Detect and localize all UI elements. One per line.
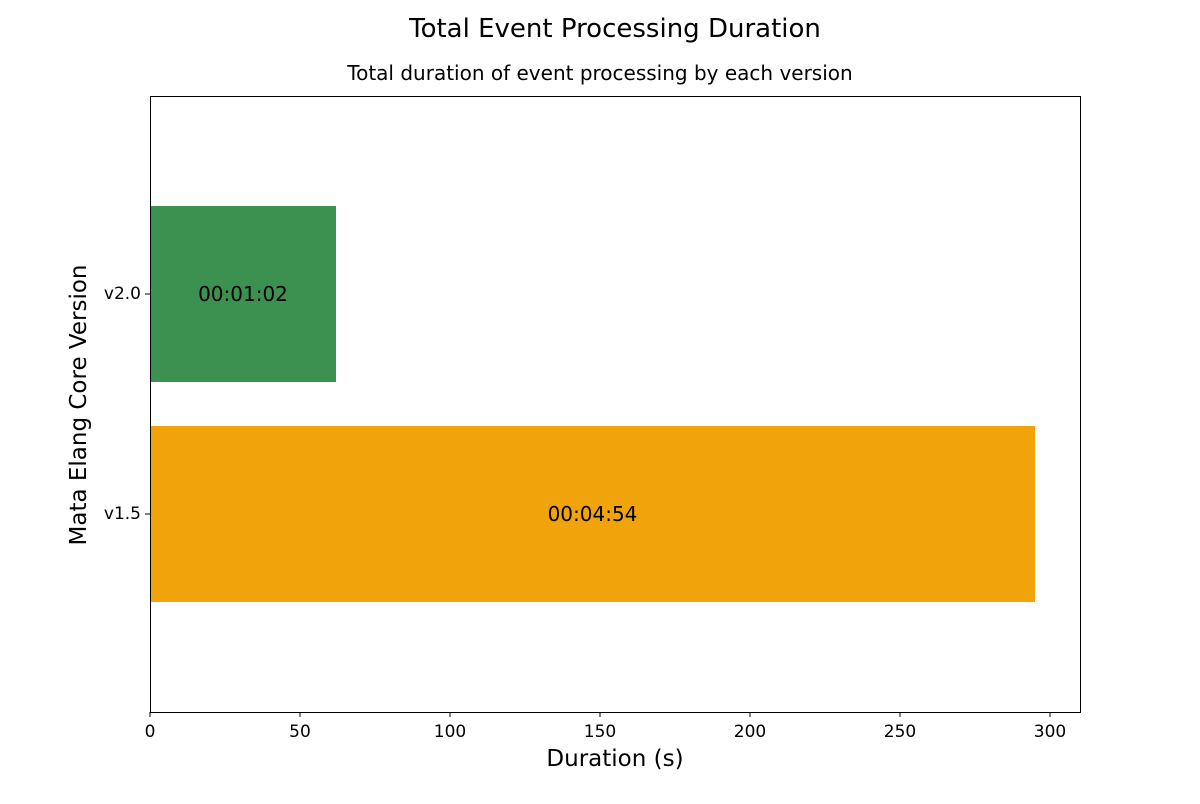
bar-v1-5 <box>150 426 1035 602</box>
x-axis-title: Duration (s) <box>546 746 683 772</box>
bar-value-label: 00:01:02 <box>198 282 288 306</box>
x-tick-label: 150 <box>584 722 616 742</box>
bars-group <box>150 206 1035 602</box>
chart-title: Total Event Processing Duration <box>408 14 821 44</box>
plot-frame <box>150 96 1081 713</box>
bar-value-label: 00:04:54 <box>548 502 638 526</box>
y-axis-title: Mata Elang Core Version <box>66 265 92 546</box>
x-axis: 0 50 100 150 200 250 300 <box>145 712 1066 742</box>
chart-subtitle: Total duration of event processing by ea… <box>346 61 852 85</box>
x-tick-label: 0 <box>145 722 156 742</box>
x-tick-label: 200 <box>734 722 766 742</box>
bar-v2-0 <box>150 206 336 382</box>
y-tick-label: v2.0 <box>104 284 141 304</box>
y-axis: v1.5 v2.0 <box>104 284 150 524</box>
x-tick-label: 300 <box>1034 722 1066 742</box>
x-tick-label: 250 <box>884 722 916 742</box>
y-tick-label: v1.5 <box>104 504 141 524</box>
x-tick-label: 100 <box>434 722 466 742</box>
bar-labels-group: 00:04:54 00:01:02 <box>198 282 637 526</box>
x-tick-label: 50 <box>289 722 311 742</box>
